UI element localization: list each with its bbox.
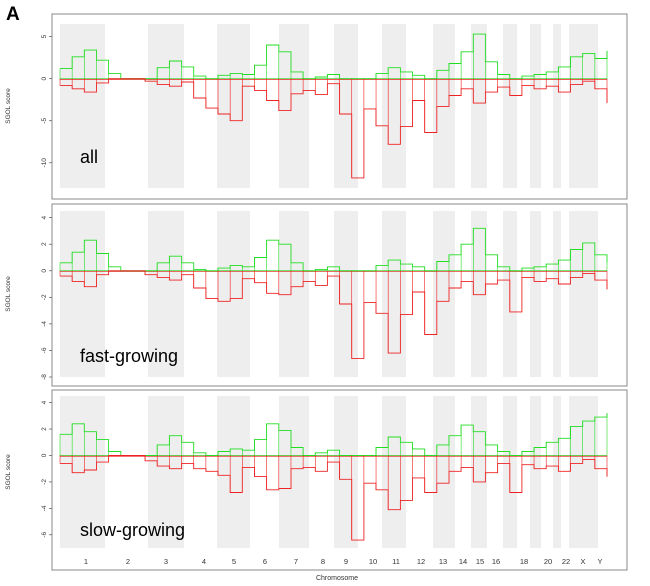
y-tick-label: -5: [41, 117, 48, 123]
x-tick-label: 15: [476, 557, 484, 566]
y-axis-title: SGOL score: [5, 276, 12, 312]
y-tick-label: 2: [41, 242, 48, 246]
chromosome-band-5: [217, 24, 250, 188]
y-tick-label: -4: [41, 321, 48, 327]
chromosome-band-7: [279, 24, 309, 188]
y-tick-label: -8: [41, 374, 48, 380]
panel-title: all: [80, 147, 98, 167]
x-tick-label: 3: [164, 557, 168, 566]
chromosome-band-13: [433, 396, 455, 548]
chromosome-band-3: [148, 211, 184, 377]
chromosome-band-9: [334, 24, 358, 188]
x-tick-label: 9: [344, 557, 348, 566]
y-tick-label: 0: [41, 269, 48, 273]
y-tick-label: -6: [41, 532, 48, 538]
chromosome-band-19: [530, 396, 541, 548]
chromosome-band-11: [382, 24, 406, 188]
x-tick-label: 7: [294, 557, 298, 566]
chromosome-band-X: [569, 24, 598, 188]
y-tick-label: -2: [41, 294, 48, 300]
x-axis-title: Chromosome: [316, 575, 358, 582]
chromosome-band-X: [569, 211, 598, 377]
x-tick-label: 13: [439, 557, 447, 566]
x-tick-label: 4: [202, 557, 206, 566]
x-tick-label: 10: [369, 557, 377, 566]
y-tick-label: -4: [41, 505, 48, 511]
chromosome-band-5: [217, 396, 250, 548]
chromosome-band-21: [553, 396, 561, 548]
panel-all: 5 0 -5 -10 SGOL score all: [5, 13, 628, 200]
chromosome-band-X: [569, 396, 598, 548]
chromosome-band-21: [553, 24, 561, 188]
series-loss: [60, 270, 608, 359]
y-tick-label: 4: [41, 400, 48, 404]
chromosome-band-19: [530, 211, 541, 377]
chromosome-band-7: [279, 396, 309, 548]
chromosome-band-11: [382, 396, 406, 548]
chromosome-band-19: [530, 24, 541, 188]
y-tick-label: -6: [41, 347, 48, 353]
x-tick-label: X: [580, 557, 585, 566]
chromosome-band-15: [471, 396, 487, 548]
chromosome-band-1: [60, 211, 105, 377]
y-axis-title: SGOL score: [5, 88, 12, 124]
chromosome-band-5: [217, 211, 250, 377]
y-axis-title: SGOL score: [5, 454, 12, 490]
y-tick-label: 4: [41, 215, 48, 219]
chromosome-band-3: [148, 24, 184, 188]
figure-panel-label: A: [6, 4, 20, 25]
y-tick-label: -2: [41, 479, 48, 485]
chromosome-band-21: [553, 211, 561, 377]
chromosome-band-15: [471, 24, 487, 188]
y-tick-label: 0: [41, 453, 48, 457]
x-tick-label: 16: [492, 557, 500, 566]
chromosome-band-13: [433, 211, 455, 377]
x-tick-label: 22: [562, 557, 570, 566]
chromosome-band-7: [279, 211, 309, 377]
panel-title: fast-growing: [80, 346, 178, 366]
series-loss: [60, 78, 608, 179]
y-tick-label: -10: [41, 158, 48, 168]
x-tick-label: 6: [263, 557, 267, 566]
chromosome-band-1: [60, 396, 105, 548]
y-tick-label: 0: [41, 76, 48, 80]
y-tick-label: 5: [41, 34, 48, 38]
x-tick-label: 12: [417, 557, 425, 566]
chromosome-band-1: [60, 24, 105, 188]
x-tick-label: 1: [84, 557, 88, 566]
chromosome-band-3: [148, 396, 184, 548]
panel-title: slow-growing: [80, 520, 185, 540]
series-loss: [60, 455, 608, 541]
chromosome-band-9: [334, 211, 358, 377]
y-tick-label: 2: [41, 427, 48, 431]
x-tick-label: 8: [321, 557, 325, 566]
x-tick-label: 5: [232, 557, 236, 566]
x-tick-label: 14: [459, 557, 467, 566]
chromosome-band-9: [334, 396, 358, 548]
chromosome-band-15: [471, 211, 487, 377]
x-tick-label: 2: [126, 557, 130, 566]
panel-fast-growing: 4 2 0 -2 -4 -6 -8 SGOL score fast-growing: [5, 203, 628, 387]
x-tick-label: Y: [597, 557, 602, 566]
x-tick-label: 11: [392, 557, 400, 566]
chromosome-band-17: [503, 24, 517, 188]
x-tick-label: 18: [520, 557, 528, 566]
x-tick-label: 20: [544, 557, 552, 566]
chromosome-band-11: [382, 211, 406, 377]
